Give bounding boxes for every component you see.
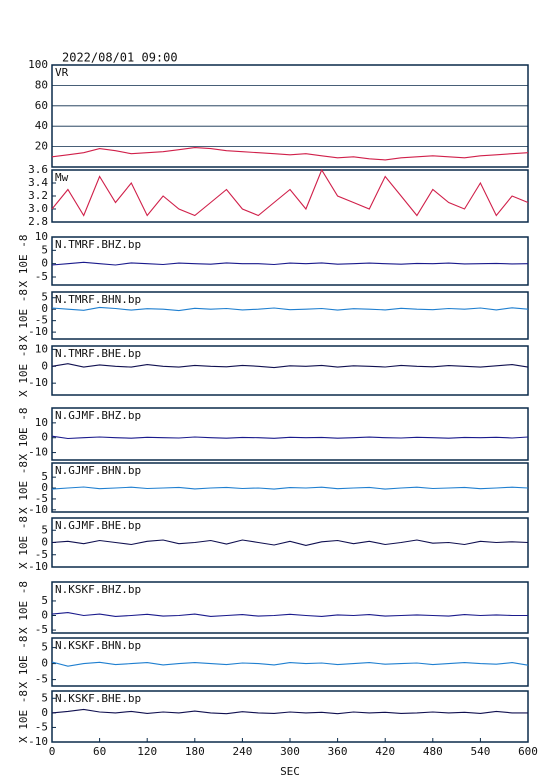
y-tick-label: 3.6 [28, 163, 48, 176]
trace [51, 363, 529, 369]
panel-label: N.KSKF.BHZ.bp [55, 583, 141, 596]
y-axis-label: X 10E -8 [17, 461, 30, 514]
y-tick-label: 80 [35, 78, 48, 91]
panel-label: N.KSKF.BHE.bp [55, 692, 141, 705]
y-tick-label: 100 [28, 58, 48, 71]
trace [51, 708, 528, 715]
y-axis-label: X 10E -8 [17, 344, 30, 397]
y-tick-label: 0 [41, 706, 48, 719]
y-axis-label: X 10E -8 [17, 235, 30, 288]
y-tick-label: 3.2 [28, 189, 48, 202]
panel-frame [51, 407, 529, 461]
y-tick-label: 5 [41, 470, 48, 483]
y-axis-label: X 10E -8 [17, 690, 30, 743]
y-tick-label: 40 [35, 119, 48, 132]
trace [51, 168, 529, 217]
y-axis-label: X 10E -8 [17, 408, 30, 461]
panel-label: N.KSKF.BHN.bp [55, 639, 141, 652]
x-axis-label: SEC [280, 765, 300, 778]
y-tick-label: 0 [41, 609, 48, 622]
y-tick-label: -10 [28, 735, 48, 748]
panel-label: N.TMRF.BHE.bp [55, 347, 141, 360]
y-tick-label: -5 [35, 492, 48, 505]
y-tick-label: 5 [41, 691, 48, 704]
x-tick-label: 540 [470, 745, 490, 758]
y-tick-label: 5 [41, 291, 48, 304]
y-tick-label: 0 [41, 481, 48, 494]
panel-frame [51, 236, 529, 286]
panel-frame [51, 581, 529, 634]
trace [51, 612, 528, 617]
panel-frame [51, 345, 529, 396]
y-tick-label: -10 [28, 325, 48, 338]
panel-label: Mw [55, 171, 69, 184]
y-tick-label: 10 [35, 416, 48, 429]
panel-label: N.TMRF.BHN.bp [55, 293, 141, 306]
y-tick-label: 2.8 [28, 215, 48, 228]
y-tick-label: 3.4 [28, 176, 48, 189]
x-tick-label: 120 [137, 745, 157, 758]
panel-frame [51, 169, 529, 223]
x-tick-label: 420 [375, 745, 395, 758]
y-tick-label: -5 [35, 314, 48, 327]
trace [51, 539, 529, 546]
x-tick-label: 480 [423, 745, 443, 758]
chart-title: 2022/08/01 09:00 [62, 51, 178, 65]
panel-label: N.TMRF.BHZ.bp [55, 238, 141, 251]
panel-label: N.GJMF.BHE.bp [55, 519, 141, 532]
y-tick-label: -5 [35, 270, 48, 283]
y-tick-label: 5 [41, 243, 48, 256]
y-tick-label: 0 [41, 302, 48, 315]
panel-frame [51, 291, 529, 340]
y-tick-label: 5 [41, 641, 48, 654]
y-tick-label: 0 [41, 536, 48, 549]
y-tick-label: 0 [41, 257, 48, 270]
y-tick-label: -10 [28, 446, 48, 459]
trace [51, 261, 529, 266]
y-tick-label: -10 [28, 560, 48, 573]
y-tick-label: -5 [35, 623, 48, 636]
y-tick-label: 3.0 [28, 202, 48, 215]
trace [51, 147, 529, 161]
y-tick-label: 5 [41, 594, 48, 607]
y-tick-label: -5 [35, 673, 48, 686]
y-tick-label: 0 [41, 657, 48, 670]
panel-label: VR [55, 66, 69, 79]
y-tick-label: 0 [41, 431, 48, 444]
y-tick-label: 0 [41, 359, 48, 372]
y-tick-label: 10 [35, 230, 48, 243]
panel-label: N.GJMF.BHZ.bp [55, 409, 141, 422]
panel-label: N.GJMF.BHN.bp [55, 464, 141, 477]
y-axis-label: X 10E -8 [17, 581, 30, 634]
y-axis-label: X 10E -8 [17, 289, 30, 342]
trace [51, 486, 529, 490]
x-tick-label: 600 [518, 745, 538, 758]
y-tick-label: -10 [28, 376, 48, 389]
x-tick-label: 360 [328, 745, 348, 758]
y-tick-label: -10 [28, 503, 48, 516]
y-tick-label: 10 [35, 342, 48, 355]
x-tick-label: 60 [93, 745, 106, 758]
x-tick-label: 300 [280, 745, 300, 758]
x-tick-label: 0 [49, 745, 56, 758]
trace [51, 435, 529, 440]
y-tick-label: 60 [35, 99, 48, 112]
y-tick-label: -5 [35, 548, 48, 561]
y-tick-label: 5 [41, 523, 48, 536]
x-tick-label: 240 [232, 745, 252, 758]
y-tick-label: 20 [35, 140, 48, 153]
trace [51, 661, 529, 667]
y-axis-label: X 10E -8 [17, 636, 30, 689]
trace [51, 306, 529, 312]
y-tick-label: -5 [35, 720, 48, 733]
x-tick-label: 180 [185, 745, 205, 758]
y-axis-label: X 10E -8 [17, 516, 30, 569]
